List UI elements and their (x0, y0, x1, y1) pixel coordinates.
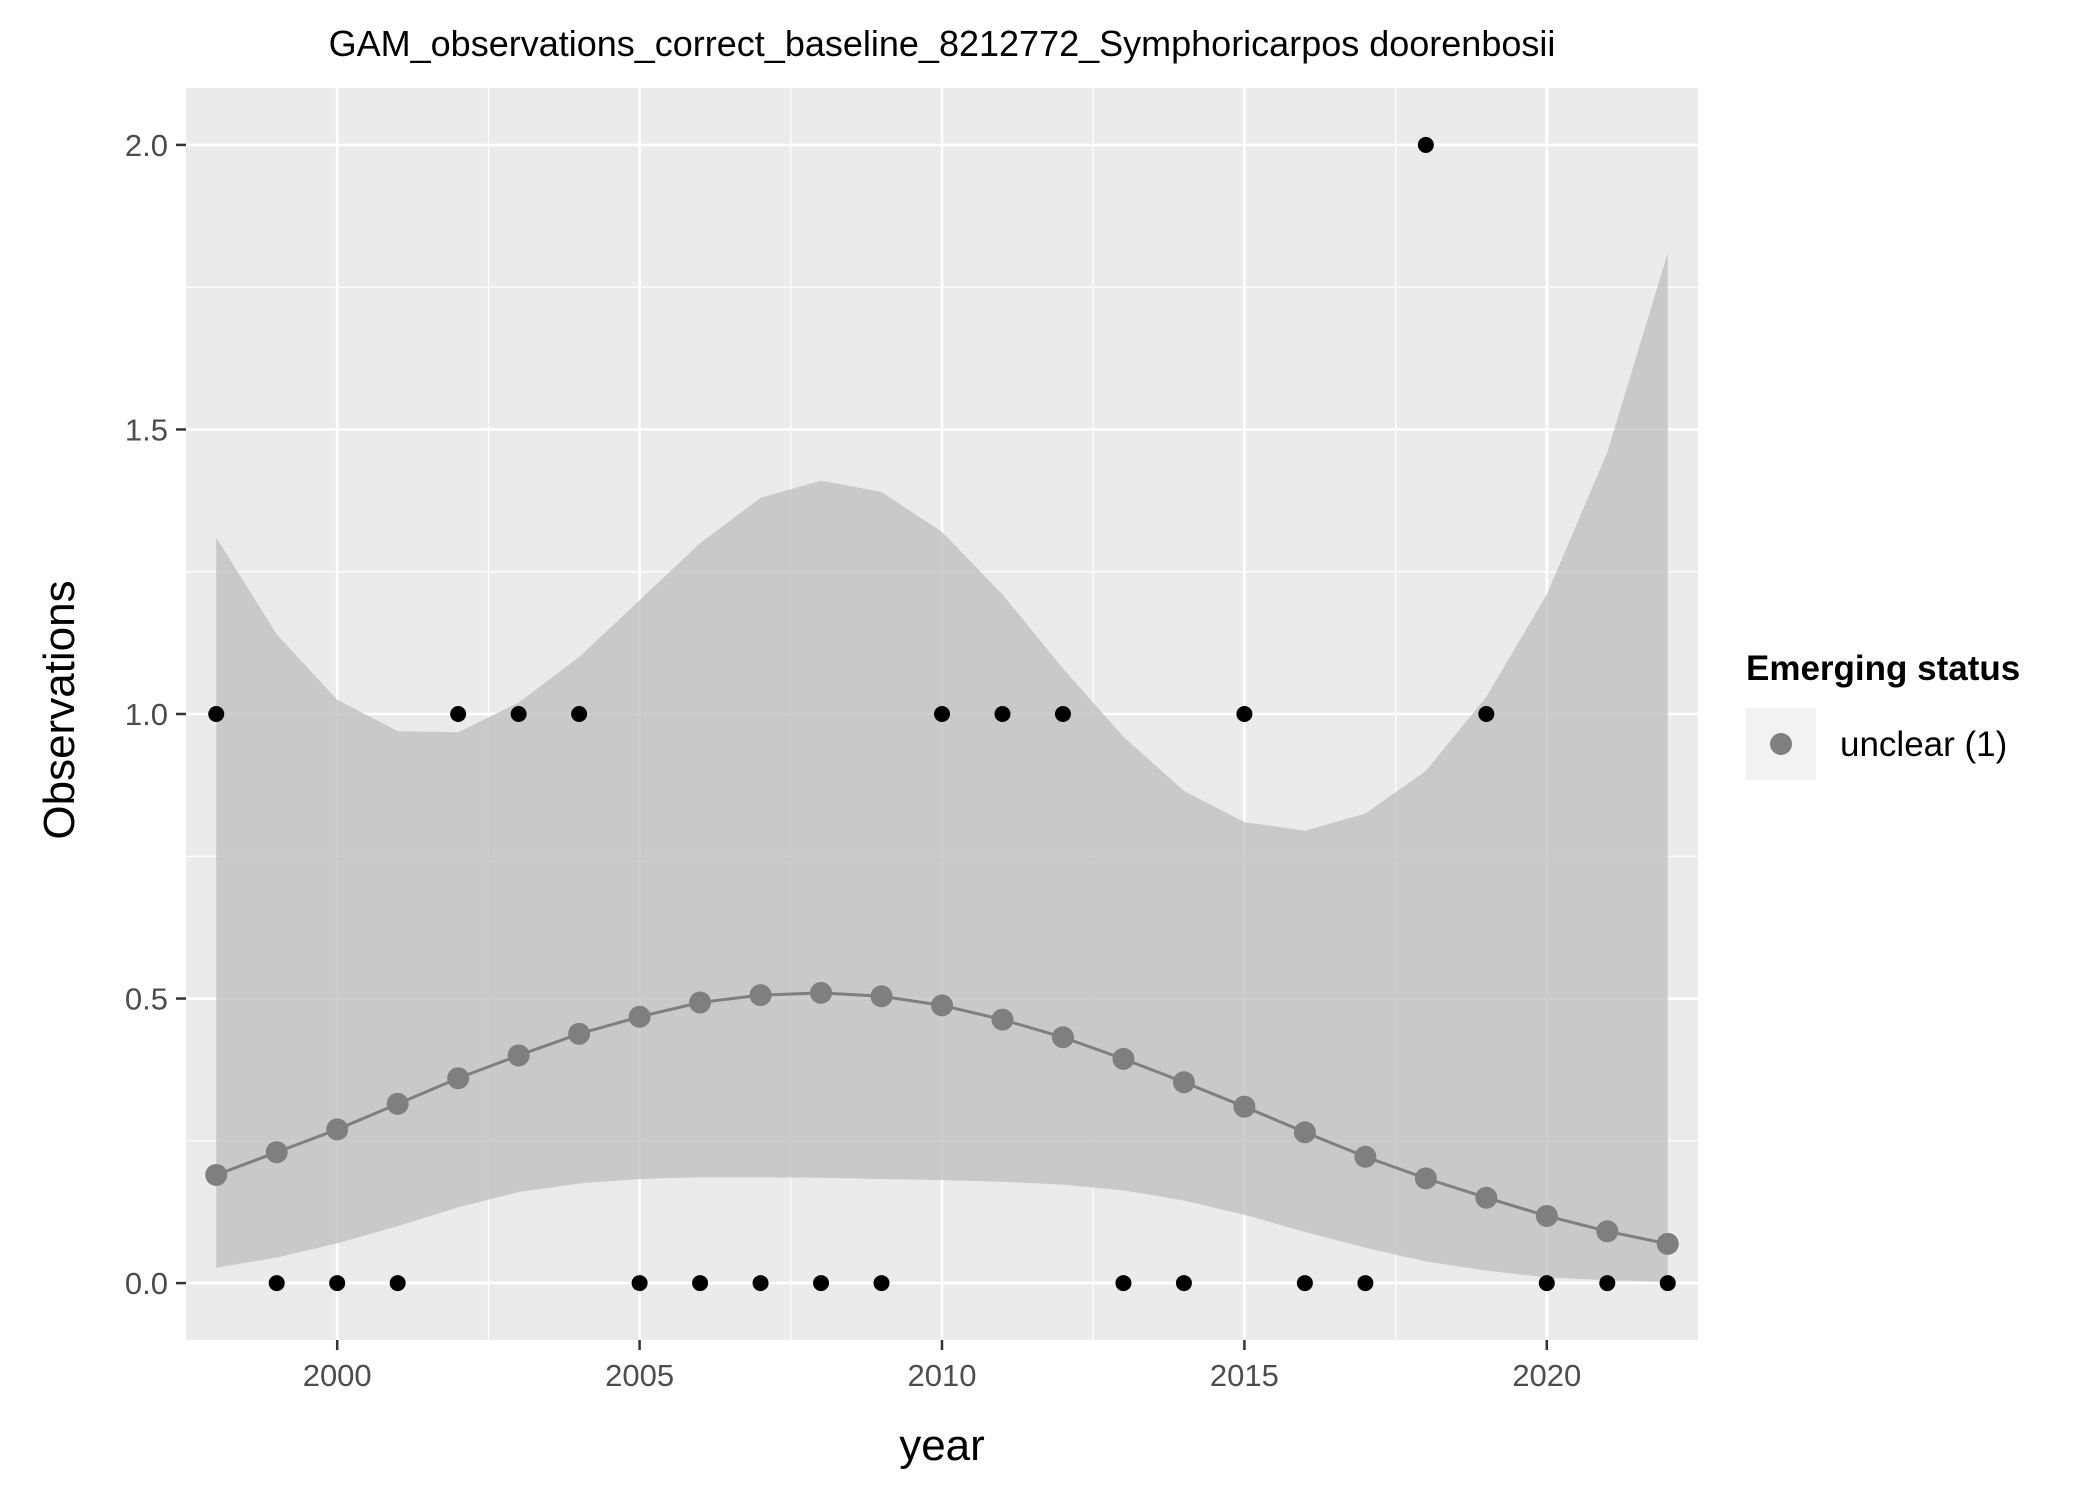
observed-point (994, 706, 1011, 722)
x-tick-label: 2020 (1512, 1358, 1581, 1393)
fit-point (386, 1092, 409, 1115)
legend-marker (1770, 733, 1792, 755)
fit-point (1354, 1145, 1377, 1168)
legend: Emerging status unclear (1) (1746, 649, 2020, 780)
observed-point (450, 706, 467, 722)
x-axis: 2000 2005 2010 2015 2020 (303, 1340, 1581, 1393)
observed-point (268, 1275, 285, 1292)
fit-point (507, 1044, 530, 1067)
fit-point (1293, 1121, 1316, 1144)
observed-point (1296, 1275, 1313, 1292)
fit-point (810, 981, 833, 1004)
fit-point (447, 1067, 470, 1090)
observed-point (692, 1275, 709, 1292)
observed-point (1175, 1275, 1192, 1292)
chart-title: GAM_observations_correct_baseline_821277… (329, 23, 1556, 64)
fit-point (628, 1005, 651, 1028)
fit-point (931, 994, 953, 1017)
fit-point (265, 1141, 288, 1164)
observed-point (389, 1275, 406, 1292)
fit-point (1233, 1095, 1256, 1118)
fit-point (689, 991, 712, 1014)
legend-label: unclear (1) (1840, 725, 2007, 764)
y-tick-label: 2.0 (125, 128, 168, 163)
observed-point (1538, 1275, 1555, 1292)
fit-points (205, 981, 1679, 1255)
x-tick-label: 2000 (303, 1358, 372, 1393)
fit-point (1475, 1186, 1498, 1209)
y-tick-label: 1.0 (125, 697, 168, 732)
observed-point (934, 706, 950, 722)
fit-point (991, 1008, 1014, 1031)
fit-point (749, 984, 772, 1007)
observed-point (1417, 136, 1434, 153)
y-tick-label: 0.5 (125, 982, 168, 1017)
observed-point (752, 1275, 769, 1292)
x-axis-label: year (899, 1421, 985, 1470)
observed-point (208, 706, 225, 722)
observed-point (1357, 1275, 1374, 1292)
observed-point (1054, 706, 1071, 722)
legend-title: Emerging status (1746, 649, 2020, 688)
observed-point (813, 1275, 830, 1292)
observed-point (1115, 1275, 1132, 1292)
fit-point (1112, 1047, 1135, 1070)
fit-point (205, 1163, 228, 1186)
fit-point (870, 985, 893, 1008)
observed-point (329, 1275, 346, 1292)
observed-point (510, 706, 527, 722)
y-tick-label: 0.0 (125, 1266, 168, 1301)
fit-point (568, 1022, 591, 1045)
y-axis-label: Observations (35, 580, 84, 839)
fit-point (1172, 1071, 1195, 1094)
y-axis: 0.0 0.5 1.0 1.5 2.0 (125, 128, 186, 1301)
x-tick-label: 2005 (605, 1358, 674, 1393)
x-tick-label: 2010 (908, 1358, 977, 1393)
observed-point (631, 1275, 648, 1292)
fit-point (1596, 1220, 1619, 1243)
observed-point (1478, 706, 1495, 722)
fit-point (1656, 1232, 1679, 1255)
fit-point (1051, 1026, 1074, 1049)
y-tick-label: 1.5 (125, 412, 168, 447)
fit-point (1535, 1204, 1558, 1227)
observed-point (571, 706, 588, 722)
x-tick-label: 2015 (1210, 1358, 1279, 1393)
fit-point (1414, 1167, 1437, 1190)
observed-point (1236, 706, 1253, 722)
observed-points (208, 136, 1676, 1292)
observed-point (1659, 1275, 1676, 1292)
observed-point (1599, 1275, 1616, 1292)
observed-point (873, 1275, 890, 1292)
fit-point (326, 1118, 349, 1141)
